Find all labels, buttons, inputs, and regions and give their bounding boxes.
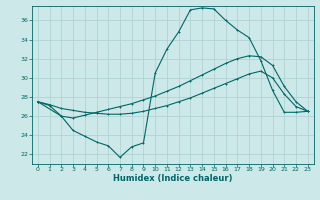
X-axis label: Humidex (Indice chaleur): Humidex (Indice chaleur) bbox=[113, 174, 233, 183]
